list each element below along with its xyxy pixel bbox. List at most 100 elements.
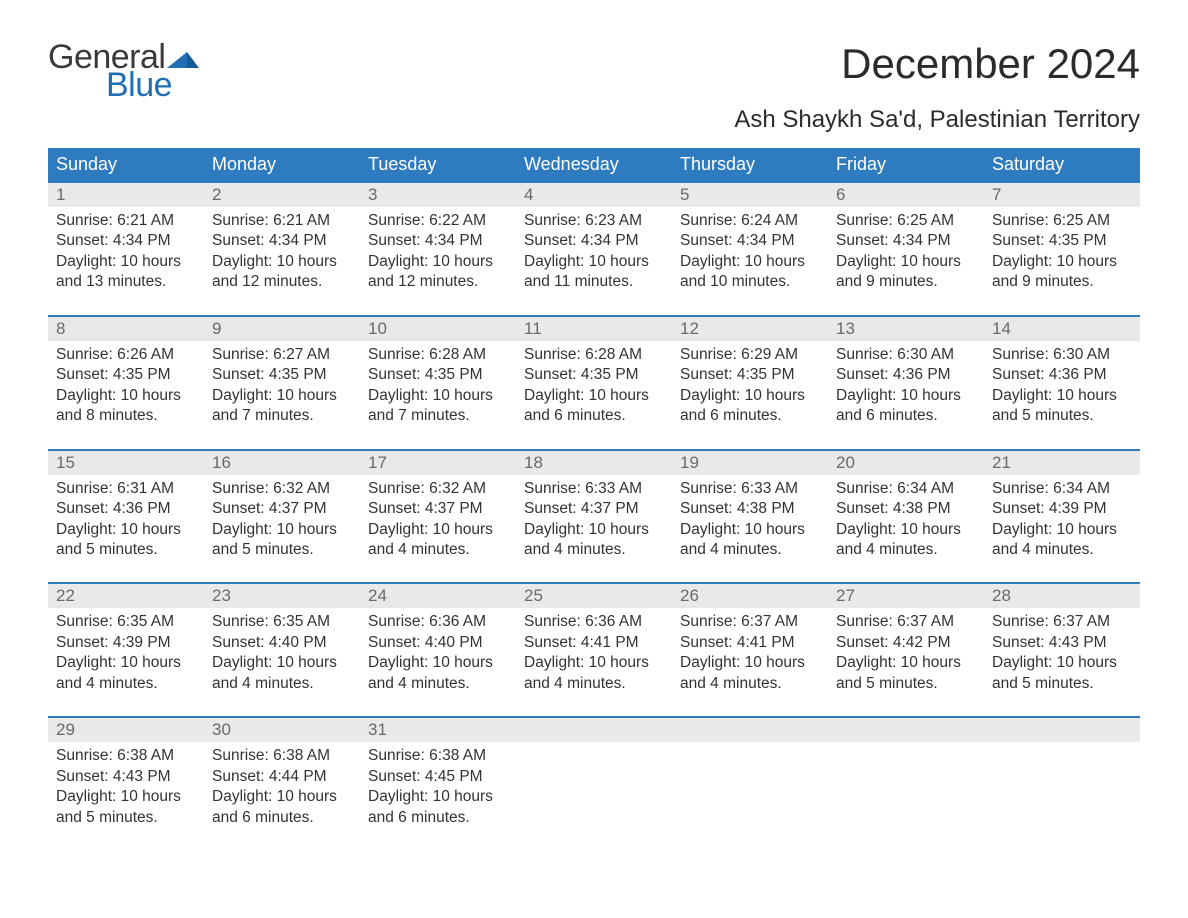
sunset-text: Sunset: 4:34 PM xyxy=(836,231,976,251)
day-number: 8 xyxy=(48,317,204,341)
calendar-week: 293031Sunrise: 6:38 AMSunset: 4:43 PMDay… xyxy=(48,716,1140,832)
day-cell: Sunrise: 6:38 AMSunset: 4:45 PMDaylight:… xyxy=(360,742,516,832)
daylight-line2: and 5 minutes. xyxy=(212,540,352,560)
daylight-line2: and 4 minutes. xyxy=(368,674,508,694)
header-row: General Blue December 2024 Ash Shaykh Sa… xyxy=(48,40,1140,134)
daylight-line1: Daylight: 10 hours xyxy=(56,386,196,406)
sunset-text: Sunset: 4:34 PM xyxy=(680,231,820,251)
sunrise-text: Sunrise: 6:38 AM xyxy=(212,746,352,766)
sunset-text: Sunset: 4:35 PM xyxy=(680,365,820,385)
day-cell: Sunrise: 6:32 AMSunset: 4:37 PMDaylight:… xyxy=(204,475,360,565)
daylight-line1: Daylight: 10 hours xyxy=(56,653,196,673)
day-cell: Sunrise: 6:29 AMSunset: 4:35 PMDaylight:… xyxy=(672,341,828,431)
day-number: 5 xyxy=(672,183,828,207)
sunrise-text: Sunrise: 6:21 AM xyxy=(56,211,196,231)
weekday-heading: Thursday xyxy=(672,148,828,181)
calendar-week: 891011121314Sunrise: 6:26 AMSunset: 4:35… xyxy=(48,315,1140,431)
sunset-text: Sunset: 4:41 PM xyxy=(524,633,664,653)
day-number: 23 xyxy=(204,584,360,608)
day-cell: Sunrise: 6:36 AMSunset: 4:40 PMDaylight:… xyxy=(360,608,516,698)
day-cell: Sunrise: 6:37 AMSunset: 4:42 PMDaylight:… xyxy=(828,608,984,698)
daylight-line1: Daylight: 10 hours xyxy=(524,520,664,540)
sunrise-text: Sunrise: 6:27 AM xyxy=(212,345,352,365)
day-number: 26 xyxy=(672,584,828,608)
day-cell: Sunrise: 6:30 AMSunset: 4:36 PMDaylight:… xyxy=(828,341,984,431)
day-cell: Sunrise: 6:24 AMSunset: 4:34 PMDaylight:… xyxy=(672,207,828,297)
daylight-line1: Daylight: 10 hours xyxy=(992,386,1132,406)
sunrise-text: Sunrise: 6:38 AM xyxy=(56,746,196,766)
day-cell xyxy=(828,742,984,832)
day-number: 27 xyxy=(828,584,984,608)
day-cell: Sunrise: 6:35 AMSunset: 4:40 PMDaylight:… xyxy=(204,608,360,698)
weekday-heading: Saturday xyxy=(984,148,1140,181)
daynum-row: 1234567 xyxy=(48,183,1140,207)
daylight-line2: and 5 minutes. xyxy=(992,406,1132,426)
sunrise-text: Sunrise: 6:32 AM xyxy=(212,479,352,499)
daylight-line1: Daylight: 10 hours xyxy=(56,787,196,807)
daylight-line2: and 4 minutes. xyxy=(212,674,352,694)
logo-word-blue: Blue xyxy=(106,68,199,102)
sunset-text: Sunset: 4:35 PM xyxy=(368,365,508,385)
daylight-line1: Daylight: 10 hours xyxy=(680,653,820,673)
daylight-line1: Daylight: 10 hours xyxy=(992,252,1132,272)
daylight-line1: Daylight: 10 hours xyxy=(680,520,820,540)
daylight-line1: Daylight: 10 hours xyxy=(212,520,352,540)
day-number xyxy=(672,718,828,742)
day-number: 16 xyxy=(204,451,360,475)
day-number: 6 xyxy=(828,183,984,207)
weekday-heading: Friday xyxy=(828,148,984,181)
daylight-line2: and 12 minutes. xyxy=(212,272,352,292)
sunrise-text: Sunrise: 6:36 AM xyxy=(524,612,664,632)
sunrise-text: Sunrise: 6:21 AM xyxy=(212,211,352,231)
day-cell: Sunrise: 6:35 AMSunset: 4:39 PMDaylight:… xyxy=(48,608,204,698)
weekday-heading: Monday xyxy=(204,148,360,181)
day-number: 13 xyxy=(828,317,984,341)
day-number: 4 xyxy=(516,183,672,207)
day-cell xyxy=(516,742,672,832)
daylight-line1: Daylight: 10 hours xyxy=(992,653,1132,673)
sunset-text: Sunset: 4:44 PM xyxy=(212,767,352,787)
weekday-header-row: Sunday Monday Tuesday Wednesday Thursday… xyxy=(48,148,1140,181)
day-cell: Sunrise: 6:33 AMSunset: 4:37 PMDaylight:… xyxy=(516,475,672,565)
title-block: December 2024 Ash Shaykh Sa'd, Palestini… xyxy=(734,40,1140,134)
day-cell: Sunrise: 6:32 AMSunset: 4:37 PMDaylight:… xyxy=(360,475,516,565)
sunset-text: Sunset: 4:39 PM xyxy=(56,633,196,653)
daylight-line2: and 7 minutes. xyxy=(212,406,352,426)
day-cell: Sunrise: 6:23 AMSunset: 4:34 PMDaylight:… xyxy=(516,207,672,297)
daylight-line1: Daylight: 10 hours xyxy=(680,252,820,272)
sunset-text: Sunset: 4:34 PM xyxy=(212,231,352,251)
sunrise-text: Sunrise: 6:22 AM xyxy=(368,211,508,231)
calendar-week: 1234567Sunrise: 6:21 AMSunset: 4:34 PMDa… xyxy=(48,181,1140,297)
sunrise-text: Sunrise: 6:37 AM xyxy=(680,612,820,632)
sunset-text: Sunset: 4:37 PM xyxy=(368,499,508,519)
sunset-text: Sunset: 4:37 PM xyxy=(212,499,352,519)
daylight-line1: Daylight: 10 hours xyxy=(212,787,352,807)
sunset-text: Sunset: 4:37 PM xyxy=(524,499,664,519)
sunset-text: Sunset: 4:40 PM xyxy=(368,633,508,653)
day-number: 7 xyxy=(984,183,1140,207)
daylight-line2: and 5 minutes. xyxy=(836,674,976,694)
daylight-line2: and 13 minutes. xyxy=(56,272,196,292)
sunset-text: Sunset: 4:34 PM xyxy=(524,231,664,251)
daylight-line1: Daylight: 10 hours xyxy=(524,252,664,272)
daylight-line2: and 6 minutes. xyxy=(524,406,664,426)
sunrise-text: Sunrise: 6:34 AM xyxy=(836,479,976,499)
sunset-text: Sunset: 4:39 PM xyxy=(992,499,1132,519)
day-cell: Sunrise: 6:25 AMSunset: 4:35 PMDaylight:… xyxy=(984,207,1140,297)
day-number: 2 xyxy=(204,183,360,207)
daylight-line2: and 6 minutes. xyxy=(212,808,352,828)
sunset-text: Sunset: 4:36 PM xyxy=(56,499,196,519)
daylight-line1: Daylight: 10 hours xyxy=(368,787,508,807)
day-number xyxy=(516,718,672,742)
sunset-text: Sunset: 4:38 PM xyxy=(680,499,820,519)
sunset-text: Sunset: 4:42 PM xyxy=(836,633,976,653)
day-number: 21 xyxy=(984,451,1140,475)
sunrise-text: Sunrise: 6:37 AM xyxy=(992,612,1132,632)
sunset-text: Sunset: 4:36 PM xyxy=(836,365,976,385)
daylight-line1: Daylight: 10 hours xyxy=(212,252,352,272)
sunrise-text: Sunrise: 6:24 AM xyxy=(680,211,820,231)
calendar: Sunday Monday Tuesday Wednesday Thursday… xyxy=(48,148,1140,832)
sunrise-text: Sunrise: 6:25 AM xyxy=(836,211,976,231)
weeks-container: 1234567Sunrise: 6:21 AMSunset: 4:34 PMDa… xyxy=(48,181,1140,832)
daylight-line2: and 9 minutes. xyxy=(992,272,1132,292)
